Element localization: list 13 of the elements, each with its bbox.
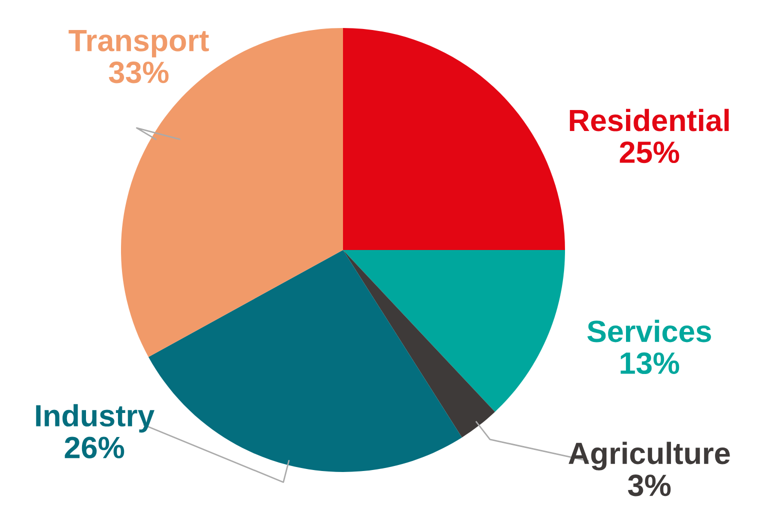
- data-label: 13%: [620, 352, 680, 374]
- slice-label: Agriculture: [568, 442, 730, 470]
- pie-slice: [343, 250, 495, 438]
- data-label: 26%: [64, 436, 124, 458]
- slice-label: Services: [587, 320, 711, 342]
- data-label: 25%: [620, 141, 680, 164]
- slice-label: Industry: [36, 404, 154, 433]
- pie-slice: [343, 28, 565, 250]
- slice-label: Residential: [570, 108, 729, 132]
- data-label: 3%: [628, 474, 671, 496]
- data-label: 33%: [108, 62, 169, 84]
- slice-label: Transport: [68, 30, 209, 58]
- pie-slice: [343, 250, 565, 412]
